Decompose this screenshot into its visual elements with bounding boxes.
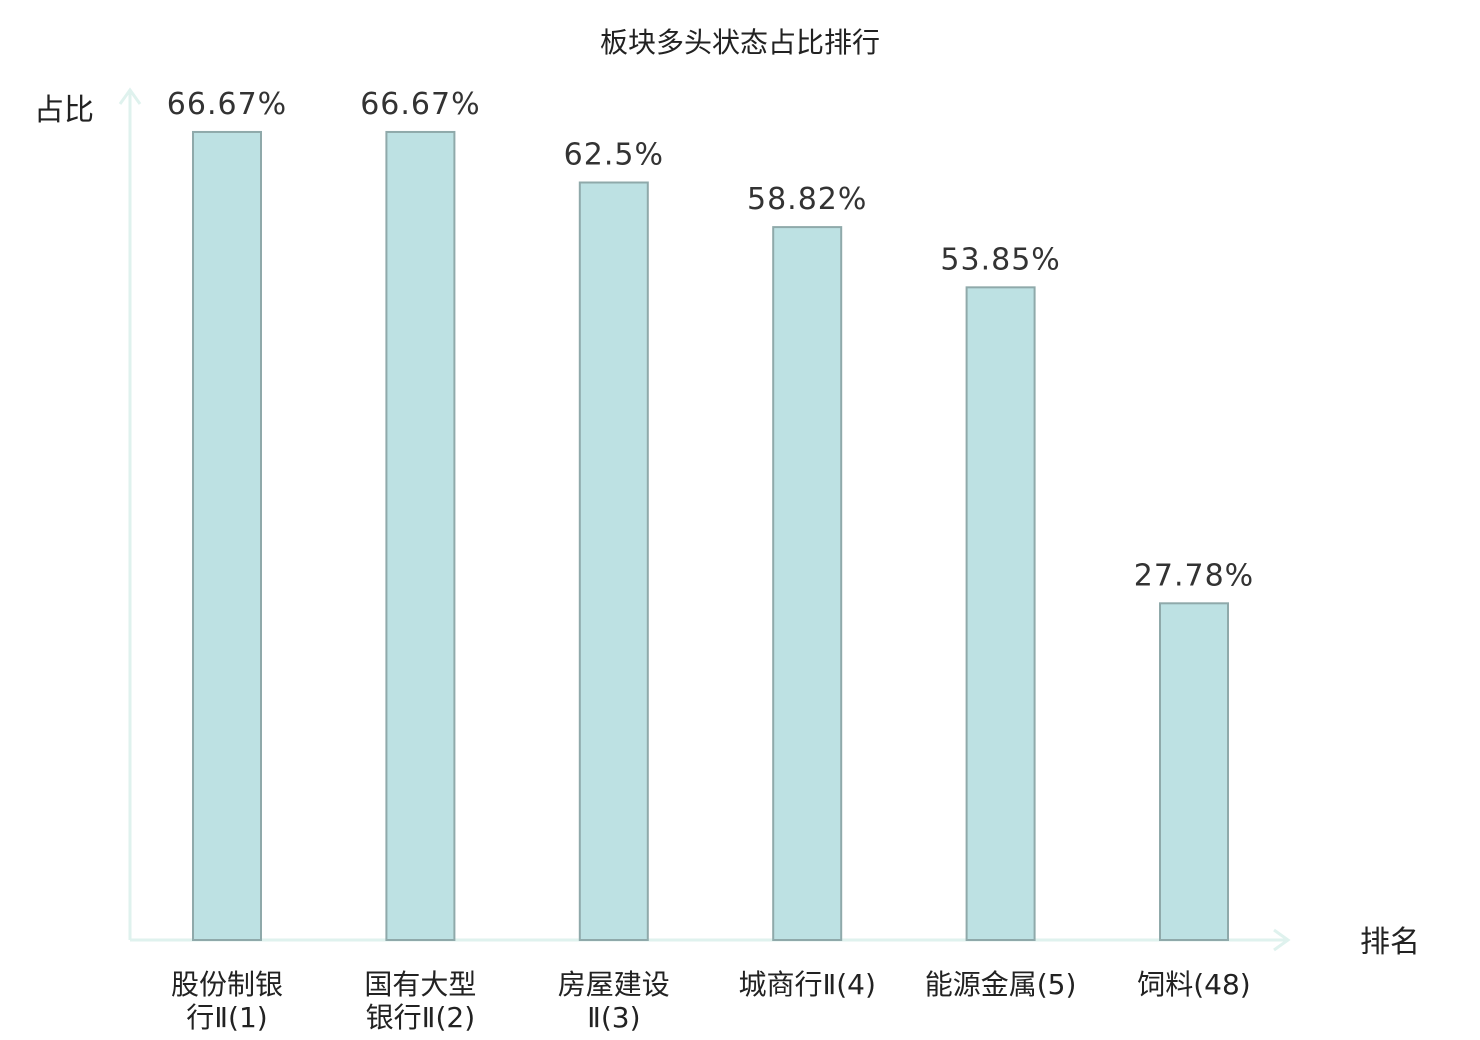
- bar-5: [965, 286, 1036, 941]
- category-label-1-line-1: 股份制银: [171, 968, 283, 1001]
- category-label-6-line-1: 饲料(48): [1137, 968, 1250, 1001]
- y-axis-label: 占比: [34, 93, 94, 128]
- category-label-3-line-2: Ⅱ(3): [587, 1001, 640, 1034]
- category-label-3-line-1: 房屋建设: [558, 968, 670, 1001]
- value-label-4: 58.82%: [747, 182, 867, 217]
- value-label-3: 62.5%: [564, 138, 664, 173]
- value-labels-group: 66.67% 66.67% 62.5% 58.82% 53.85% 27.78%: [167, 87, 1254, 593]
- value-label-5: 53.85%: [940, 242, 1060, 277]
- chart-title: 板块多头状态占比排行: [600, 26, 880, 59]
- bar-6: [1159, 602, 1229, 941]
- bar-1: [192, 130, 262, 941]
- value-label-2: 66.67%: [360, 87, 480, 122]
- category-label-2-line-2: 银行Ⅱ(2): [366, 1001, 475, 1034]
- bar-2: [385, 130, 456, 941]
- category-label-1-line-2: 行Ⅱ(1): [186, 1001, 267, 1034]
- x-axis-arrow: [1273, 928, 1291, 952]
- y-axis-arrow: [118, 87, 142, 105]
- category-label-4-line-1: 城商行Ⅱ(4): [738, 968, 875, 1001]
- category-label-5-line-1: 能源金属(5): [925, 968, 1077, 1001]
- x-axis-label: 排名: [1360, 925, 1420, 960]
- category-label-2-line-1: 国有大型: [364, 968, 476, 1001]
- value-label-6: 27.78%: [1134, 558, 1254, 593]
- value-label-1: 66.67%: [167, 87, 287, 122]
- bar-3: [578, 181, 649, 941]
- bars-group: [192, 130, 1229, 941]
- bar-4: [772, 226, 843, 941]
